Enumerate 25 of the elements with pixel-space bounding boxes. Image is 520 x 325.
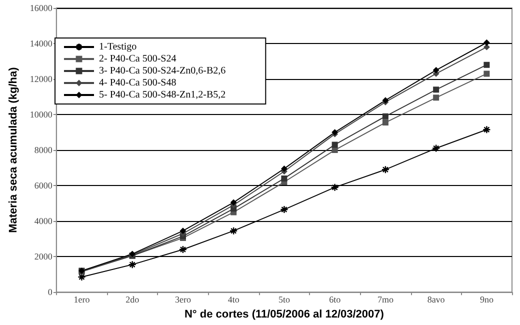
x-tick-label: 5to (278, 294, 290, 305)
y-tick-label: 14000 (30, 38, 53, 49)
x-tick-label: 4to (228, 294, 240, 305)
y-tick-label: 6000 (34, 180, 53, 191)
x-tick-label: 9no (480, 294, 494, 305)
y-tick-label: 2000 (34, 252, 53, 262)
legend-label: 5- P40-Ca 500-S48-Zn1,2-B5,2 (99, 90, 226, 100)
x-tick-label: 2do (126, 294, 140, 305)
y-tick-label: 8000 (34, 145, 53, 156)
legend-label: 4- P40-Ca 500-S48 (99, 78, 176, 88)
x-tick-label: 8avo (427, 294, 446, 305)
y-tick-label: 0 (48, 287, 53, 298)
legend-label: 2- P40-Ca 500-S24 (99, 54, 176, 64)
y-tick-label: 12000 (30, 74, 53, 84)
legend-label: 1-Testigo (99, 42, 137, 52)
legend-label: 3- P40-Ca 500-S24-Zn0,6-B2,6 (99, 66, 226, 76)
y-tick-label: 10000 (30, 110, 53, 120)
y-tick-label: 4000 (34, 216, 53, 226)
x-tick-label: 6to (329, 294, 342, 305)
x-axis-title: N° de cortes (11/05/2006 al 12/03/2007) (184, 308, 384, 320)
x-tick-label: 1ero (74, 294, 90, 305)
x-tick-label: 7mo (377, 294, 394, 305)
y-axis-title: Materia seca acumulada (kg/ha) (8, 66, 20, 233)
y-tick-label: 16000 (30, 3, 53, 13)
x-tick-label: 3ero (174, 294, 192, 305)
